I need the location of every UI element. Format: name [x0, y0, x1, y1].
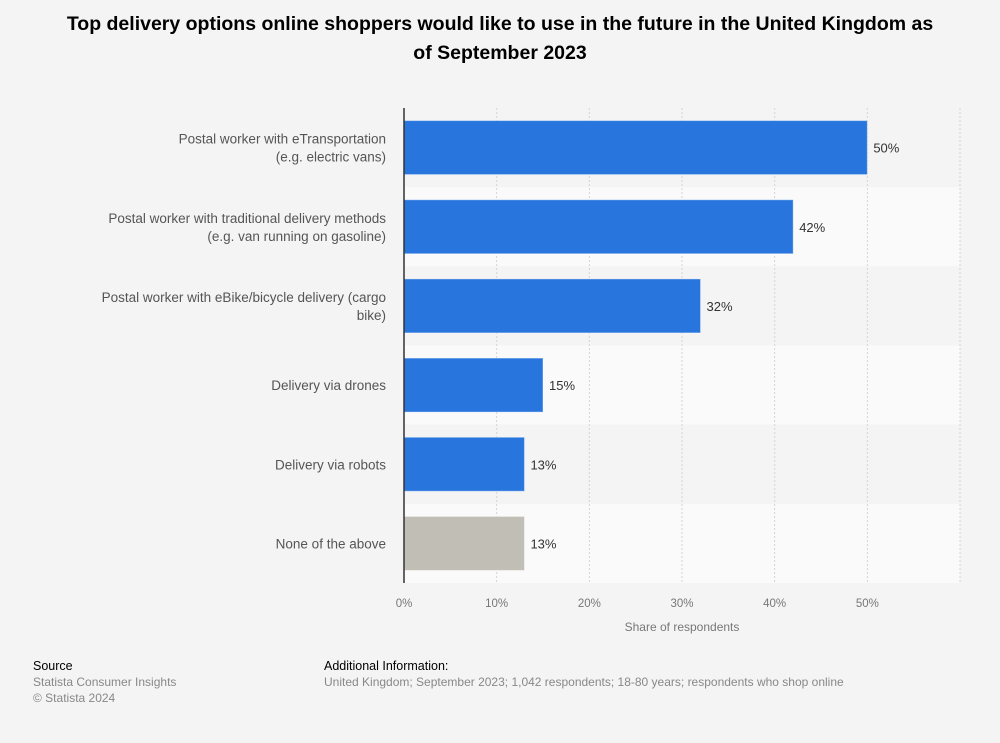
bar [403, 436, 525, 492]
x-tick-label: 10% [485, 598, 508, 610]
source-line: Statista Consumer Insights [33, 675, 177, 689]
bar [403, 199, 794, 255]
bar [403, 120, 868, 176]
data-label: 42% [799, 220, 825, 235]
x-tick-label: 0% [396, 598, 413, 610]
x-tick-label: 40% [763, 598, 786, 610]
source-block: Source Statista Consumer Insights © Stat… [33, 658, 176, 706]
additional-info-heading: Additional Information: [324, 659, 449, 673]
data-label: 13% [530, 536, 556, 551]
category-label: Postal worker with eTransportation (e.g. … [179, 132, 386, 165]
category-label: Delivery via robots [275, 457, 386, 472]
x-tick-label: 30% [670, 598, 693, 610]
source-heading: Source [33, 659, 73, 673]
copyright-line: © Statista 2024 [33, 691, 116, 705]
x-tick-label: 20% [578, 598, 601, 610]
chart-title: Top delivery options online shoppers wou… [66, 13, 934, 64]
data-label: 50% [873, 141, 899, 156]
bar [403, 357, 544, 413]
data-label: 15% [549, 378, 575, 393]
category-label: Postal worker with traditional delivery … [108, 211, 386, 244]
category-label: Delivery via drones [271, 378, 386, 393]
data-label: 13% [530, 457, 556, 472]
data-label: 32% [707, 299, 733, 314]
x-axis-title: Share of respondents [625, 620, 740, 634]
bar [403, 278, 702, 334]
additional-info-block: Additional Information: United Kingdom; … [324, 658, 844, 690]
x-tick-label: 50% [856, 598, 879, 610]
bar [403, 515, 525, 571]
additional-info-text: United Kingdom; September 2023; 1,042 re… [324, 675, 844, 689]
bar-chart: 50% Postal worker with eTransportation (e.… [102, 108, 961, 634]
category-label: None of the above [276, 536, 386, 551]
category-label: Postal worker with eBike/bicycle deliver… [102, 290, 386, 323]
